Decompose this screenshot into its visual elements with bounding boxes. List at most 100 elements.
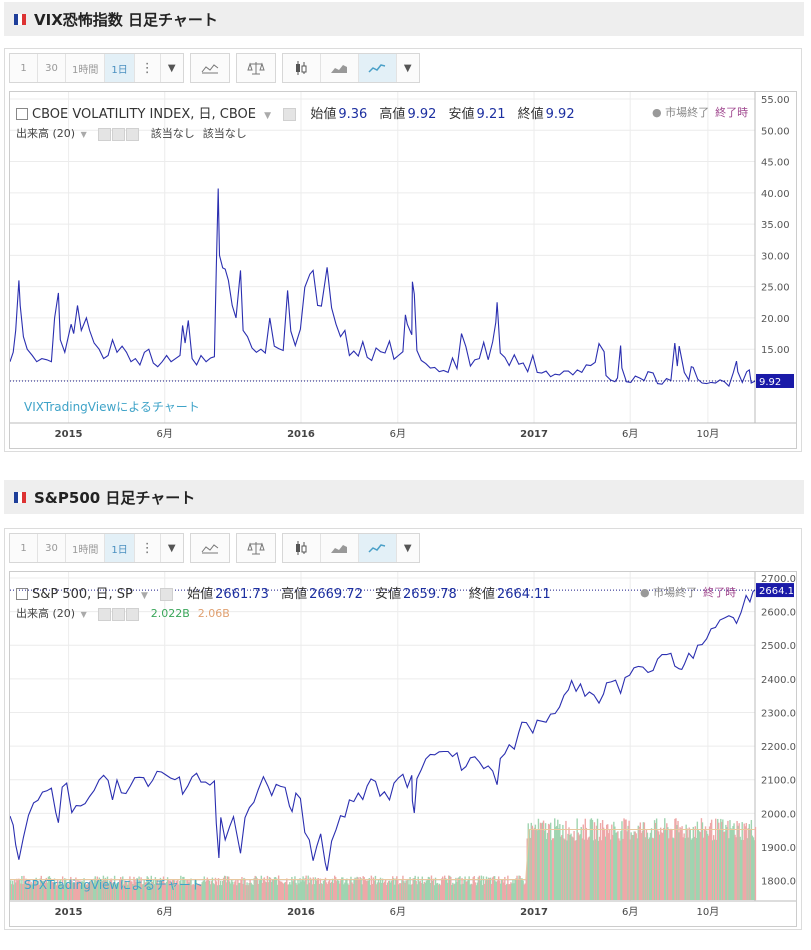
vix-symbol: CBOE VOLATILITY INDEX, 日, CBOE [32,107,256,122]
volume-bar [515,878,517,900]
volume-bar [409,877,411,900]
volume-bar [730,828,732,900]
volume-bar [397,880,399,900]
volume-bar [648,837,651,900]
close-icon[interactable] [126,127,140,141]
volume-bar [242,883,244,900]
volume-bar [411,883,413,900]
volume-bar [418,881,420,900]
interval-30[interactable]: 30 [38,54,66,82]
interval-1d[interactable]: 1日 [105,54,135,82]
volume-bar [219,880,222,900]
volume-bar [315,880,318,900]
volume-bar [364,879,366,900]
volume-bar [653,820,656,900]
dropdown-icon[interactable]: ▼ [80,610,87,619]
dropdown-icon[interactable]: ▼ [264,111,272,121]
eye-icon[interactable] [283,108,297,121]
collapse-icon[interactable] [16,107,28,120]
dropdown-icon[interactable]: ▼ [80,130,87,139]
area-chart-icon[interactable] [321,534,359,562]
volume-bar [654,822,657,900]
line-chart-icon[interactable] [358,534,397,562]
compare-scale-icon[interactable] [237,534,275,562]
volume-bar [504,876,506,900]
volume-bar [326,884,329,900]
collapse-icon[interactable] [16,587,28,600]
volume-bar [338,881,340,900]
volume-bar [309,877,311,900]
volume-bar [597,840,600,900]
chevron-down-icon[interactable]: ▼ [167,542,176,554]
last-price-label: 9.92 [759,377,781,388]
eye-icon[interactable] [98,127,112,141]
volume-bar [330,881,333,900]
volume-bar [354,877,356,900]
volume-bar [729,820,731,900]
volume-bar [400,883,402,900]
volume-bar [692,826,694,900]
line-chart-icon[interactable] [358,54,397,82]
volume-bar [231,879,233,900]
spx-section-title: S&P500 日足チャート [34,489,196,507]
volume-bar [43,880,46,900]
volume-bar [127,884,129,900]
volume-bar [696,821,699,900]
volume-bar [208,880,211,900]
candlestick-icon[interactable] [283,534,321,562]
indicators-icon[interactable] [191,534,229,562]
volume-bar [684,838,686,900]
volume-bar [10,880,12,900]
chevron-down-icon[interactable]: ▼ [167,62,176,74]
volume-bar [404,882,406,900]
dropdown-icon[interactable]: ▼ [140,591,148,601]
interval-1h[interactable]: 1時間 [66,534,106,562]
volume-bar [525,876,527,900]
close-icon[interactable] [126,607,140,621]
volume-bar [68,884,70,900]
vix-chart-area[interactable]: 55.00 50.00 45.00 40.00 35.00 30.00 25.00 20.00… [9,91,797,449]
volume-bar [76,883,78,900]
more-vertical-icon[interactable]: ⋮ [135,54,161,82]
chevron-down-icon[interactable]: ▼ [403,62,412,74]
spx-chart-widget: 1 30 1時間 1日 ⋮ ▼ ▼ [4,528,802,930]
volume-bar [161,880,164,900]
chevron-down-icon[interactable]: ▼ [403,542,412,554]
volume-bar [539,822,542,900]
volume-bar [261,882,264,900]
interval-1[interactable]: 1 [10,54,38,82]
volume-bar [132,883,134,900]
volume-bar [74,882,76,900]
volume-bar [32,882,34,900]
candlestick-icon[interactable] [283,54,321,82]
interval-1h[interactable]: 1時間 [66,54,106,82]
eye-icon[interactable] [98,607,112,621]
settings-icon[interactable] [112,127,126,141]
volume-bar [530,822,533,900]
interval-30[interactable]: 30 [38,534,66,562]
volume-bar [628,820,630,900]
volume-bar [595,825,598,900]
indicators-icon[interactable] [191,54,229,82]
volume-bar [577,832,579,900]
area-chart-icon[interactable] [321,54,359,82]
volume-bar [580,827,582,900]
volume-bar [725,824,727,900]
volume-bar [678,832,680,900]
spx-chart-area[interactable]: 2700.00 2600.00 2500.00 2400.00 2300.00 2200.… [9,571,802,927]
volume-bar [705,830,708,900]
volume-bar [125,881,127,900]
interval-1[interactable]: 1 [10,534,38,562]
volume-bar [527,823,529,900]
vix-toolbar: 1 30 1時間 1日 ⋮ ▼ ▼ [9,53,420,83]
compare-scale-icon[interactable] [237,54,275,82]
volume-bar [193,884,195,900]
settings-icon[interactable] [112,607,126,621]
more-vertical-icon[interactable]: ⋮ [135,534,161,562]
volume-bar [492,876,495,900]
volume-bar [286,878,288,900]
eye-icon[interactable] [160,588,173,601]
volume-bar [87,883,89,900]
interval-1d[interactable]: 1日 [105,534,135,562]
volume-bar [635,833,637,900]
